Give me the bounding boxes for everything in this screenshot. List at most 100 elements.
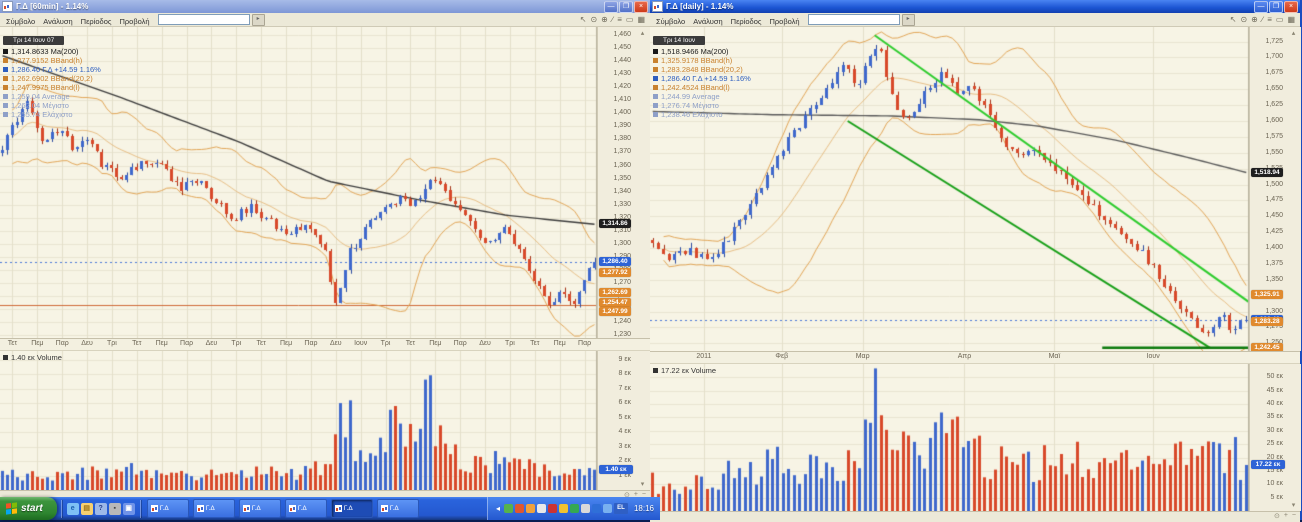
- tray-expand-icon[interactable]: ◂: [495, 504, 500, 513]
- zoom-icon[interactable]: ⊙: [623, 492, 630, 499]
- menu-item-2[interactable]: Περίοδος: [80, 16, 112, 26]
- menu-item-0[interactable]: Σύμβολο: [656, 16, 686, 26]
- volume-legend-marker-icon: [653, 368, 658, 373]
- fibonacci-icon[interactable]: ≡: [1267, 14, 1272, 24]
- price-tick-label: 1,375: [1265, 259, 1283, 267]
- window-titlebar[interactable]: Γ.Δ [60min] - 1.14% — ❐ ×: [0, 0, 650, 13]
- printer-icon[interactable]: [580, 504, 590, 513]
- scroll-up-icon[interactable]: ▴: [640, 30, 645, 37]
- security-icon[interactable]: [547, 504, 557, 513]
- price-tick-label: 1,290: [613, 253, 631, 260]
- right-scroll-strip[interactable]: ▴: [1286, 27, 1301, 351]
- scroll-down-icon[interactable]: ▾: [1291, 502, 1296, 509]
- right-scroll-strip-2[interactable]: ▾: [1286, 364, 1301, 511]
- volume-tick-label: 2 εκ: [618, 457, 631, 465]
- bluetooth-icon[interactable]: [602, 504, 612, 513]
- rect-tool-icon[interactable]: ▭: [625, 14, 634, 24]
- help-icon[interactable]: ?: [94, 502, 107, 515]
- app-icon: [2, 1, 13, 12]
- task-button-0[interactable]: Γ.Δ: [146, 499, 189, 518]
- volume-tick-label: 10 εκ: [1266, 480, 1283, 488]
- zoom-icon[interactable]: ⊙: [590, 14, 598, 24]
- trendline-icon[interactable]: ∕: [611, 14, 614, 24]
- restore-button[interactable]: ❐: [619, 0, 633, 13]
- display-icon[interactable]: ▣: [122, 502, 135, 515]
- close-button[interactable]: ×: [1284, 0, 1298, 13]
- price-tick-label: 1,360: [613, 161, 631, 169]
- zoom-out-icon[interactable]: −: [641, 491, 646, 498]
- bottom-strip[interactable]: ⊙ + −: [0, 490, 650, 501]
- minimize-button[interactable]: —: [604, 0, 618, 13]
- menu-item-3[interactable]: Προβολή: [119, 16, 150, 26]
- search-go-button[interactable]: ▸: [251, 13, 265, 26]
- menu-item-1[interactable]: Ανάλυση: [43, 16, 73, 26]
- rect-tool-icon[interactable]: ▭: [1275, 14, 1284, 24]
- crosshair-icon[interactable]: ⊕: [1251, 14, 1258, 24]
- right-scroll-strip-2[interactable]: ▾: [634, 351, 651, 490]
- zoom-in-icon[interactable]: +: [1283, 512, 1288, 519]
- chart-window-60min: Γ.Δ [60min] - 1.14% — ❐ × Σύμβολο Ανάλυση…: [0, 0, 651, 501]
- chart-window-icon: [288, 505, 296, 512]
- cursor-icon[interactable]: ↖: [1229, 14, 1237, 24]
- task-button-2[interactable]: Γ.Δ: [238, 499, 281, 518]
- save-icon[interactable]: ▦: [1287, 14, 1295, 24]
- zoom-icon[interactable]: ⊙: [1240, 14, 1248, 24]
- messenger-icon[interactable]: [558, 504, 568, 513]
- task-button-4[interactable]: Γ.Δ: [330, 499, 373, 518]
- crosshair-icon[interactable]: ⊕: [601, 14, 608, 24]
- fibonacci-icon[interactable]: ≡: [617, 14, 622, 24]
- zoom-in-icon[interactable]: +: [633, 491, 638, 498]
- time-axis-label: Πεμ: [155, 340, 168, 347]
- restore-button[interactable]: ❐: [1269, 0, 1283, 13]
- trendline-icon[interactable]: ∕: [1261, 14, 1264, 24]
- search-go-button[interactable]: ▸: [901, 13, 915, 26]
- bottom-strip[interactable]: ⊙ + −: [650, 511, 1300, 522]
- sync-icon[interactable]: [569, 504, 579, 513]
- volume-tick-label: 25 εκ: [1266, 440, 1283, 448]
- update-icon[interactable]: [514, 504, 524, 513]
- menu-item-3[interactable]: Προβολή: [769, 16, 800, 26]
- menu-item-0[interactable]: Σύμβολο: [6, 16, 36, 26]
- folder-icon[interactable]: ▤: [80, 502, 93, 515]
- app-launcher-icon[interactable]: ▪: [108, 502, 121, 515]
- media-player-icon[interactable]: [591, 504, 601, 513]
- right-scroll-strip[interactable]: ▴: [634, 27, 651, 338]
- minimize-button[interactable]: —: [1254, 0, 1268, 13]
- start-button[interactable]: start: [0, 497, 57, 520]
- price-tick-label: 1,600: [1265, 117, 1283, 125]
- time-axis-label: 2011: [696, 353, 712, 360]
- ie-icon[interactable]: e: [66, 502, 79, 515]
- price-chart-canvas[interactable]: [650, 27, 1249, 351]
- symbol-search-input[interactable]: [157, 14, 250, 25]
- volume-icon[interactable]: [525, 504, 535, 513]
- price-badge: 1,286.40: [599, 256, 631, 266]
- task-button-5[interactable]: Γ.Δ: [376, 499, 419, 518]
- task-button-3[interactable]: Γ.Δ: [284, 499, 327, 518]
- language-indicator[interactable]: EL: [613, 503, 628, 514]
- volume-legend: 1.40 εκ Volume: [3, 353, 62, 362]
- save-icon[interactable]: ▦: [637, 14, 645, 24]
- antivirus-icon[interactable]: [503, 504, 513, 513]
- zoom-out-icon[interactable]: −: [1291, 512, 1296, 519]
- price-chart-canvas[interactable]: [0, 27, 597, 338]
- close-button[interactable]: ×: [634, 0, 648, 13]
- menu-item-1[interactable]: Ανάλυση: [693, 16, 723, 26]
- legend-marker-icon: [653, 85, 658, 90]
- task-button-1[interactable]: Γ.Δ: [192, 499, 235, 518]
- menu-item-2[interactable]: Περίοδος: [730, 16, 762, 26]
- app-icon: [652, 1, 663, 12]
- scroll-down-icon[interactable]: ▾: [640, 481, 645, 488]
- volume-chart-canvas[interactable]: [0, 351, 597, 490]
- network-icon[interactable]: [536, 504, 546, 513]
- cursor-icon[interactable]: ↖: [579, 14, 587, 24]
- volume-chart-canvas[interactable]: [650, 364, 1249, 511]
- window-titlebar[interactable]: Γ.Δ [daily] - 1.14% — ❐ ×: [650, 0, 1300, 13]
- symbol-search-input[interactable]: [807, 14, 900, 25]
- time-axis-label: Τρι: [505, 340, 515, 347]
- scroll-up-icon[interactable]: ▴: [1291, 30, 1296, 37]
- legend-marker-icon: [3, 76, 8, 81]
- volume-legend: 17.22 εκ Volume: [653, 366, 716, 375]
- price-badge: 1,314.86: [599, 219, 631, 229]
- tray-clock[interactable]: 18:16: [633, 504, 654, 513]
- zoom-icon[interactable]: ⊙: [1273, 513, 1280, 520]
